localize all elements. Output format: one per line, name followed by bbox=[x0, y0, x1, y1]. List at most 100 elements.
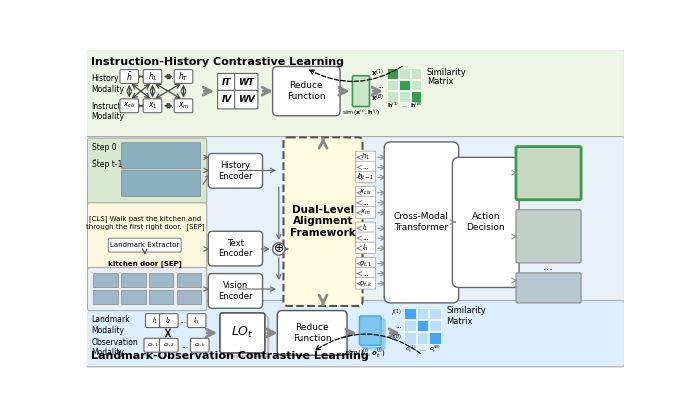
Text: ...: ... bbox=[420, 347, 426, 351]
Text: $l_n$: $l_n$ bbox=[362, 243, 369, 253]
FancyBboxPatch shape bbox=[86, 301, 624, 367]
Text: ...: ... bbox=[362, 235, 369, 241]
FancyBboxPatch shape bbox=[87, 203, 207, 269]
FancyBboxPatch shape bbox=[277, 311, 347, 355]
Text: $o_{t,k}$: $o_{t,k}$ bbox=[359, 279, 372, 288]
Bar bbox=[399, 80, 410, 90]
FancyBboxPatch shape bbox=[209, 274, 263, 308]
Text: $l_2$: $l_2$ bbox=[166, 316, 172, 326]
Bar bbox=[429, 320, 441, 331]
Text: IV: IV bbox=[222, 95, 232, 104]
FancyBboxPatch shape bbox=[108, 238, 181, 252]
Bar bbox=[387, 91, 398, 102]
Bar bbox=[399, 91, 410, 102]
Text: Instruction
Modality: Instruction Modality bbox=[91, 102, 132, 121]
Text: ...: ... bbox=[166, 72, 174, 81]
Text: $\bar{h}$: $\bar{h}$ bbox=[126, 70, 132, 83]
Bar bbox=[399, 68, 410, 79]
FancyBboxPatch shape bbox=[360, 316, 381, 345]
Bar bbox=[416, 332, 428, 344]
FancyBboxPatch shape bbox=[224, 317, 269, 357]
Bar bbox=[410, 80, 421, 90]
Text: Matrix: Matrix bbox=[427, 77, 453, 86]
FancyBboxPatch shape bbox=[356, 268, 376, 279]
FancyBboxPatch shape bbox=[86, 137, 624, 304]
Text: Instruction-History Contrastive Learning: Instruction-History Contrastive Learning bbox=[91, 57, 344, 67]
FancyBboxPatch shape bbox=[356, 171, 376, 183]
FancyBboxPatch shape bbox=[363, 320, 385, 349]
Text: $l_1$: $l_1$ bbox=[362, 223, 369, 233]
Text: Step t-1: Step t-1 bbox=[92, 160, 123, 169]
FancyBboxPatch shape bbox=[159, 313, 178, 328]
Text: ...: ... bbox=[362, 200, 369, 206]
Bar bbox=[387, 80, 398, 90]
FancyBboxPatch shape bbox=[187, 313, 206, 328]
Bar bbox=[387, 68, 398, 79]
Text: $x_m$: $x_m$ bbox=[177, 100, 189, 111]
FancyBboxPatch shape bbox=[356, 197, 376, 208]
Text: $\mathbf{h}^{(B)}$: $\mathbf{h}^{(B)}$ bbox=[410, 101, 422, 110]
FancyBboxPatch shape bbox=[516, 147, 581, 200]
Bar bbox=[177, 273, 202, 287]
Text: $o_{t,k}$: $o_{t,k}$ bbox=[193, 342, 206, 349]
Text: $\mathrm{sim}(\boldsymbol{l}^{(i)}, \boldsymbol{o}_t^{(j)})$: $\mathrm{sim}(\boldsymbol{l}^{(i)}, \bol… bbox=[345, 345, 386, 360]
Bar bbox=[405, 320, 416, 331]
FancyBboxPatch shape bbox=[356, 232, 376, 244]
FancyBboxPatch shape bbox=[283, 138, 362, 306]
FancyBboxPatch shape bbox=[356, 257, 376, 269]
FancyBboxPatch shape bbox=[120, 99, 139, 113]
Text: ...: ... bbox=[543, 262, 554, 272]
Bar bbox=[416, 308, 428, 319]
FancyBboxPatch shape bbox=[209, 154, 263, 188]
Text: $\mathbf{x}^{(1)}$: $\mathbf{x}^{(1)}$ bbox=[371, 68, 384, 79]
FancyBboxPatch shape bbox=[222, 315, 267, 355]
Text: Vision
Encoder: Vision Encoder bbox=[218, 281, 253, 301]
Text: $LO_t$: $LO_t$ bbox=[231, 325, 254, 340]
Text: Landmark
Modality: Landmark Modality bbox=[91, 315, 130, 335]
Text: ...: ... bbox=[179, 316, 186, 325]
Text: $l_1$: $l_1$ bbox=[152, 316, 158, 326]
Circle shape bbox=[272, 243, 285, 255]
Text: [CLS] Walk past the kitchen and
through the first right door.  [SEP]: [CLS] Walk past the kitchen and through … bbox=[86, 215, 205, 230]
Bar bbox=[416, 320, 428, 331]
FancyBboxPatch shape bbox=[516, 273, 581, 303]
Text: Matrix: Matrix bbox=[446, 317, 473, 326]
Text: Landmark-Observation Contrastive Learning: Landmark-Observation Contrastive Learnin… bbox=[91, 351, 369, 361]
Text: Reduce
Function: Reduce Function bbox=[287, 81, 325, 101]
FancyBboxPatch shape bbox=[209, 231, 263, 266]
FancyBboxPatch shape bbox=[272, 66, 340, 116]
FancyBboxPatch shape bbox=[356, 161, 376, 173]
Text: $o_{t,1}$: $o_{t,1}$ bbox=[359, 259, 372, 268]
Bar bbox=[405, 308, 416, 319]
FancyBboxPatch shape bbox=[174, 69, 193, 83]
Bar bbox=[148, 290, 173, 304]
Bar bbox=[177, 290, 202, 304]
Text: WT: WT bbox=[238, 78, 254, 87]
FancyBboxPatch shape bbox=[235, 90, 258, 109]
FancyBboxPatch shape bbox=[356, 278, 376, 289]
Text: $l^{(B)}$: $l^{(B)}$ bbox=[391, 332, 402, 344]
Text: Similarity: Similarity bbox=[446, 306, 486, 315]
FancyBboxPatch shape bbox=[235, 74, 258, 92]
FancyBboxPatch shape bbox=[87, 268, 207, 311]
FancyBboxPatch shape bbox=[146, 313, 164, 328]
Bar bbox=[121, 290, 146, 304]
Text: $o_t^{(1)}$: $o_t^{(1)}$ bbox=[405, 343, 416, 355]
Bar bbox=[410, 91, 421, 102]
Text: History
Modality: History Modality bbox=[91, 74, 124, 94]
Text: $l^{(1)}$: $l^{(1)}$ bbox=[391, 308, 402, 319]
FancyBboxPatch shape bbox=[143, 99, 161, 113]
FancyBboxPatch shape bbox=[121, 171, 200, 197]
Text: ...: ... bbox=[92, 153, 99, 162]
Text: Similarity: Similarity bbox=[427, 68, 466, 77]
Bar bbox=[429, 308, 441, 319]
FancyBboxPatch shape bbox=[356, 222, 376, 234]
Text: $l_n$: $l_n$ bbox=[193, 316, 200, 326]
Text: ...: ... bbox=[378, 83, 384, 89]
FancyBboxPatch shape bbox=[516, 210, 581, 263]
Text: WV: WV bbox=[238, 95, 255, 104]
Text: IT: IT bbox=[222, 78, 231, 87]
FancyBboxPatch shape bbox=[220, 313, 265, 353]
FancyBboxPatch shape bbox=[191, 338, 209, 352]
Text: ...: ... bbox=[362, 164, 369, 171]
